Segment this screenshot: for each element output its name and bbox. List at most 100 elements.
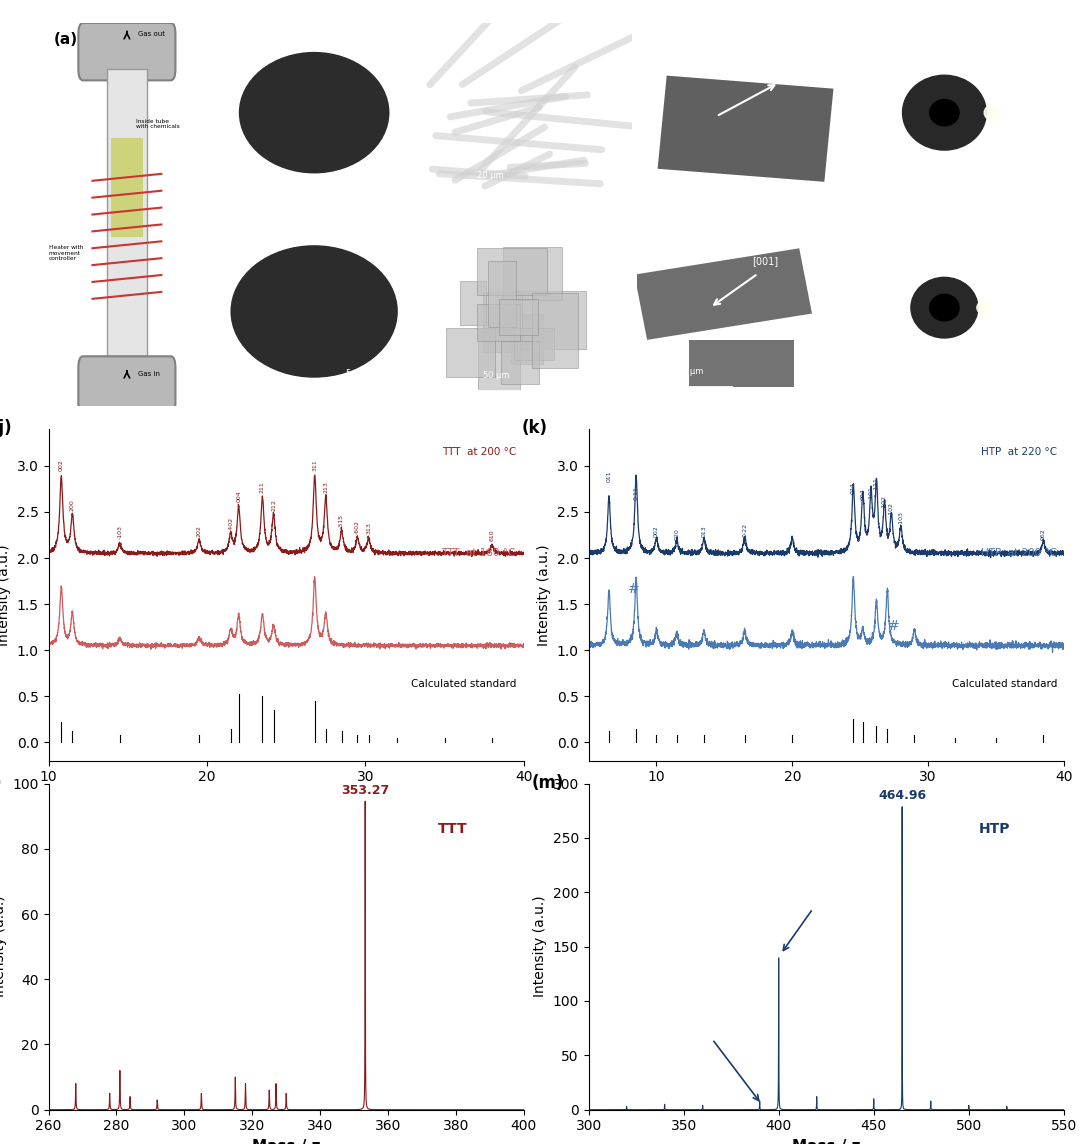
Circle shape	[989, 144, 996, 149]
Text: -402: -402	[228, 516, 233, 531]
X-axis label: 2 Theta / degree: 2 Theta / degree	[755, 791, 897, 805]
Text: TTT: TTT	[390, 29, 413, 39]
Text: 610: 610	[489, 530, 495, 541]
Ellipse shape	[230, 245, 397, 378]
Text: 0-11: 0-11	[634, 486, 638, 500]
Text: (b): (b)	[216, 29, 241, 43]
Y-axis label: Intensity (a.u.): Intensity (a.u.)	[532, 896, 546, 998]
Circle shape	[989, 77, 996, 81]
Bar	[446, 327, 495, 376]
Circle shape	[1031, 110, 1037, 116]
Bar	[460, 281, 486, 325]
Text: -602: -602	[355, 521, 360, 534]
Bar	[488, 261, 515, 327]
Circle shape	[930, 100, 959, 126]
Circle shape	[890, 335, 894, 340]
Bar	[499, 299, 538, 335]
Circle shape	[873, 305, 878, 310]
Text: Calculated standard: Calculated standard	[410, 680, 516, 689]
Bar	[689, 340, 794, 387]
Text: 010: 010	[885, 55, 900, 64]
Circle shape	[984, 335, 989, 340]
Text: TTT: TTT	[604, 29, 626, 39]
Text: 5mm: 5mm	[346, 173, 367, 182]
Text: TTT  at 200 °C: TTT at 200 °C	[442, 447, 516, 456]
Text: -111: -111	[874, 477, 879, 491]
Text: 0.5 1/Å: 0.5 1/Å	[986, 166, 1011, 174]
Circle shape	[1020, 305, 1024, 310]
Text: -315: -315	[339, 514, 345, 529]
Circle shape	[889, 144, 895, 149]
Text: 1 μm: 1 μm	[683, 172, 704, 180]
Text: TTT: TTT	[818, 29, 839, 39]
Bar	[513, 291, 585, 349]
Text: [010]: [010]	[770, 65, 797, 76]
Text: #: #	[627, 582, 639, 596]
Text: 004: 004	[861, 488, 865, 500]
Text: 202: 202	[197, 525, 202, 537]
Bar	[484, 292, 523, 352]
Bar	[514, 328, 554, 360]
Text: TTT: TTT	[438, 821, 468, 835]
Y-axis label: Intensity (a.u.): Intensity (a.u.)	[0, 545, 11, 645]
Text: -102: -102	[889, 501, 894, 516]
Text: TTT  at 180 °C: TTT at 180 °C	[442, 548, 516, 558]
Circle shape	[930, 294, 959, 321]
Text: 002: 002	[654, 525, 659, 537]
Text: 011: 011	[607, 470, 611, 482]
Text: #: #	[888, 619, 900, 633]
Circle shape	[984, 275, 989, 279]
Text: (d): (d)	[643, 29, 667, 43]
Text: (k): (k)	[522, 419, 548, 437]
Text: 50 μm: 50 μm	[483, 371, 510, 380]
Text: HTP  at 200 °C: HTP at 200 °C	[981, 548, 1057, 558]
Text: HTP: HTP	[978, 821, 1010, 835]
Text: 213: 213	[323, 482, 328, 493]
Y-axis label: Intensity (a.u.): Intensity (a.u.)	[538, 545, 551, 645]
Circle shape	[889, 77, 895, 81]
Text: -103: -103	[118, 525, 122, 539]
Circle shape	[890, 275, 894, 279]
Text: Gas in: Gas in	[138, 372, 160, 378]
Text: (h): (h)	[643, 222, 667, 238]
Bar	[476, 248, 546, 295]
Text: -101: -101	[868, 486, 874, 500]
Text: HTP: HTP	[603, 222, 626, 232]
Text: 5mm: 5mm	[346, 368, 367, 378]
Text: -102: -102	[882, 495, 887, 509]
Text: 211: 211	[260, 482, 265, 493]
X-axis label: 2 Theta / degree: 2 Theta / degree	[215, 791, 357, 805]
Text: 311: 311	[312, 460, 318, 471]
Text: (f): (f)	[216, 222, 237, 238]
Text: -102
101: -102 101	[989, 248, 1004, 261]
FancyBboxPatch shape	[79, 356, 175, 414]
Bar	[111, 138, 143, 238]
Text: (m): (m)	[531, 773, 564, 792]
Text: 353.27: 353.27	[341, 784, 389, 796]
Text: 002: 002	[58, 460, 64, 471]
X-axis label: Mass / z: Mass / z	[252, 1139, 321, 1144]
Bar	[478, 329, 519, 390]
Text: 0-22: 0-22	[742, 523, 747, 537]
Circle shape	[976, 301, 991, 315]
Text: (a): (a)	[53, 32, 78, 47]
Bar	[107, 69, 147, 368]
Text: Heater with
movement
controller: Heater with movement controller	[49, 245, 83, 262]
Text: 212: 212	[271, 499, 276, 510]
Text: 0.2 1/Å: 0.2 1/Å	[988, 359, 1013, 367]
Circle shape	[864, 110, 869, 116]
Text: 004: 004	[237, 490, 241, 502]
Circle shape	[903, 76, 986, 150]
Bar	[658, 76, 834, 182]
Text: [001]: [001]	[752, 256, 778, 267]
Text: Calculated standard: Calculated standard	[951, 680, 1057, 689]
Text: 313: 313	[366, 522, 372, 534]
Text: (i): (i)	[856, 222, 876, 238]
Text: 062: 062	[1041, 527, 1045, 540]
X-axis label: Mass / z: Mass / z	[792, 1139, 861, 1144]
Text: 024: 024	[851, 482, 855, 493]
Circle shape	[910, 277, 977, 337]
Bar	[477, 304, 521, 341]
Text: HTP: HTP	[816, 222, 839, 232]
Text: 200: 200	[70, 499, 75, 510]
